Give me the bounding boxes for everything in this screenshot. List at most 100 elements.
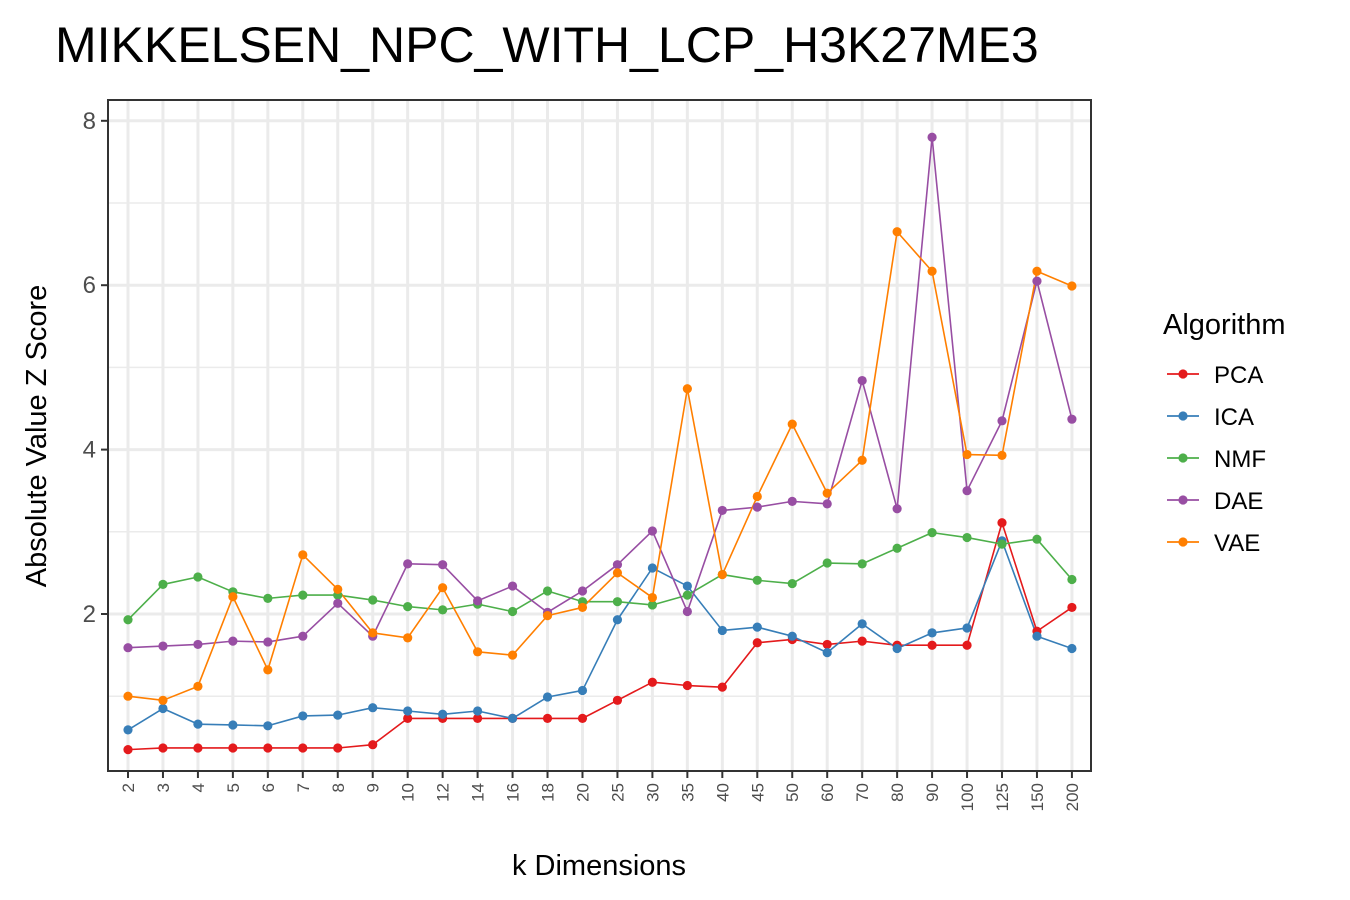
data-point-dae bbox=[752, 502, 762, 512]
data-point-vae bbox=[857, 455, 867, 465]
data-point-dae bbox=[473, 596, 483, 606]
plot-panel-border bbox=[107, 99, 1092, 772]
data-point-vae bbox=[787, 419, 797, 429]
data-point-pca bbox=[542, 713, 553, 723]
legend-title: Algorithm bbox=[1163, 309, 1286, 341]
data-point-pca bbox=[752, 638, 762, 648]
x-tick-label: 7 bbox=[294, 783, 313, 792]
data-point-pca bbox=[962, 640, 972, 650]
x-tick-label: 18 bbox=[539, 783, 558, 802]
data-point-nmf bbox=[962, 532, 972, 543]
data-point-pca bbox=[368, 740, 378, 750]
data-point-ica bbox=[787, 631, 797, 641]
x-tick-label: 100 bbox=[958, 783, 977, 811]
data-point-pca bbox=[927, 640, 937, 650]
grid-major bbox=[108, 100, 1091, 771]
data-point-vae bbox=[962, 449, 972, 460]
data-point-vae bbox=[997, 450, 1007, 460]
x-tick-label: 3 bbox=[154, 783, 173, 792]
data-point-ica bbox=[962, 623, 972, 633]
data-point-ica bbox=[473, 706, 483, 716]
data-point-vae bbox=[892, 227, 902, 237]
x-tick-label: 200 bbox=[1063, 783, 1082, 811]
data-point-ica bbox=[228, 720, 238, 730]
series-line-ica bbox=[127, 540, 1073, 731]
y-tick-label: 8 bbox=[83, 108, 96, 135]
data-point-ica bbox=[577, 685, 588, 696]
data-point-vae bbox=[682, 384, 692, 394]
data-point-dae bbox=[787, 496, 797, 506]
data-point-dae bbox=[438, 560, 448, 570]
data-point-pca bbox=[682, 680, 692, 691]
data-point-nmf bbox=[997, 539, 1007, 549]
data-point-vae bbox=[263, 665, 273, 675]
x-tick-label: 50 bbox=[783, 783, 802, 802]
x-tick-label: 40 bbox=[713, 783, 732, 802]
data-point-dae bbox=[193, 639, 203, 650]
data-point-ica bbox=[123, 725, 133, 735]
data-point-pca bbox=[298, 743, 308, 753]
x-tick-label: 2 bbox=[119, 783, 138, 792]
data-point-vae bbox=[612, 568, 623, 578]
data-point-nmf bbox=[1067, 574, 1077, 585]
data-point-ica bbox=[158, 703, 168, 714]
data-point-pca bbox=[158, 743, 168, 753]
data-point-vae bbox=[298, 550, 308, 560]
data-point-nmf bbox=[647, 600, 658, 610]
legend: Algorithm PCA ICA NMF DAE VAE bbox=[1163, 309, 1286, 557]
legend-key-point bbox=[1178, 495, 1188, 505]
data-point-ica bbox=[368, 703, 378, 713]
data-point-ica bbox=[507, 713, 518, 723]
legend-label-pca: PCA bbox=[1214, 362, 1263, 389]
data-point-ica bbox=[298, 711, 308, 721]
series-line-pca bbox=[127, 521, 1073, 751]
y-axis: 2 4 6 8 bbox=[83, 108, 108, 628]
data-point-pca bbox=[333, 743, 343, 753]
legend-key-point bbox=[1178, 537, 1188, 547]
data-point-ica bbox=[857, 619, 867, 629]
data-point-nmf bbox=[123, 615, 133, 625]
x-axis: 2 3 4 5 6 7 8 9 10 12 14 16 18 20 25 30 35 40 45 50 60 70 80 90… bbox=[119, 771, 1082, 811]
data-point-vae bbox=[333, 584, 343, 594]
data-point-pca bbox=[997, 518, 1007, 528]
data-point-dae bbox=[822, 499, 832, 509]
data-point-vae bbox=[542, 611, 553, 621]
data-point-nmf bbox=[507, 606, 518, 617]
legend-label-vae: VAE bbox=[1214, 530, 1260, 557]
data-point-dae bbox=[682, 606, 692, 617]
data-point-dae bbox=[927, 132, 937, 142]
x-axis-title: k Dimensions bbox=[512, 850, 686, 882]
data-point-vae bbox=[438, 583, 448, 593]
data-point-nmf bbox=[927, 528, 937, 538]
chart-title: MIKKELSEN_NPC_WITH_LCP_H3K27ME3 bbox=[55, 17, 1039, 73]
data-point-ica bbox=[892, 643, 902, 654]
x-tick-label: 16 bbox=[504, 783, 523, 802]
data-point-ica bbox=[927, 628, 937, 638]
x-tick-label: 35 bbox=[678, 783, 697, 802]
data-point-vae bbox=[822, 488, 832, 498]
data-point-dae bbox=[962, 486, 972, 496]
x-tick-label: 20 bbox=[573, 783, 592, 802]
data-point-pca bbox=[123, 745, 133, 755]
data-point-dae bbox=[158, 641, 168, 651]
data-point-ica bbox=[752, 622, 762, 632]
data-point-vae bbox=[123, 691, 133, 701]
data-point-dae bbox=[1067, 414, 1077, 424]
data-point-nmf bbox=[787, 578, 797, 589]
data-point-pca bbox=[822, 639, 832, 650]
x-tick-label: 30 bbox=[643, 783, 662, 802]
data-point-ica bbox=[1067, 643, 1077, 654]
data-point-dae bbox=[857, 375, 867, 386]
data-point-dae bbox=[577, 586, 588, 596]
x-tick-label: 12 bbox=[434, 783, 453, 802]
x-tick-label: 5 bbox=[224, 783, 243, 792]
data-point-vae bbox=[717, 569, 727, 580]
data-point-nmf bbox=[263, 593, 273, 603]
data-point-dae bbox=[123, 643, 133, 653]
data-point-dae bbox=[403, 559, 413, 569]
x-tick-label: 8 bbox=[329, 783, 348, 792]
x-tick-label: 45 bbox=[748, 783, 767, 802]
series-lines bbox=[127, 136, 1073, 751]
data-point-pca bbox=[612, 695, 623, 705]
